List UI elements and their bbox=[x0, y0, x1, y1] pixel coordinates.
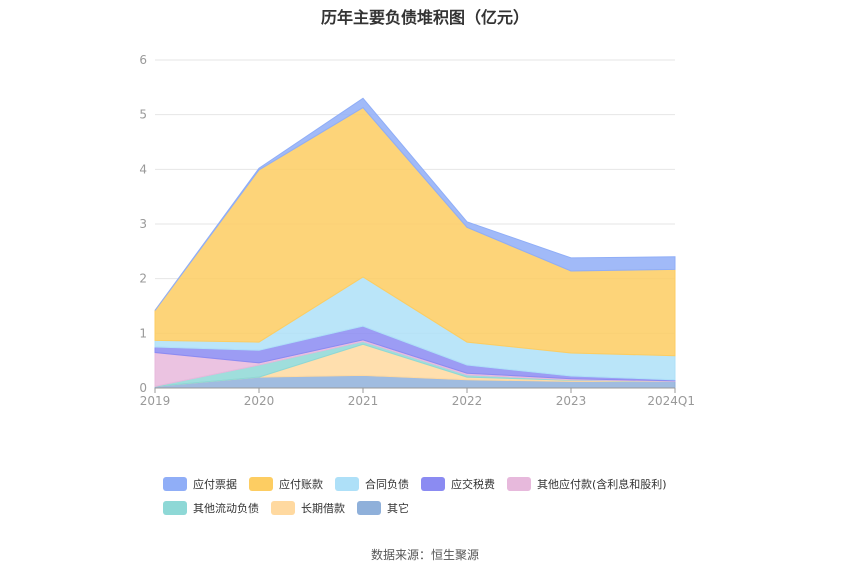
legend-item[interactable]: 其它 bbox=[357, 500, 409, 516]
legend-label: 长期借款 bbox=[301, 502, 345, 515]
data-source: 数据来源：恒生聚源 bbox=[370, 548, 479, 562]
legend-row: 应付票据 应付账款 合同负债 应交税费 其他应付款(含利息和股利) bbox=[163, 472, 763, 496]
y-tick-label: 5 bbox=[139, 108, 147, 122]
chart-legend: 应付票据 应付账款 合同负债 应交税费 其他应付款(含利息和股利) 其他流动负债 长期借款其… bbox=[163, 472, 763, 520]
area-series-7 bbox=[154, 97, 676, 311]
y-tick-label: 0 bbox=[139, 381, 147, 395]
x-tick-label: 2019 bbox=[140, 394, 171, 408]
legend-swatch bbox=[357, 501, 381, 515]
y-tick-label: 6 bbox=[139, 53, 147, 67]
legend-swatch bbox=[507, 477, 531, 491]
y-tick-label: 3 bbox=[139, 217, 147, 231]
legend-label: 应付票据 bbox=[193, 478, 237, 491]
x-tick-label: 2021 bbox=[348, 394, 379, 408]
chart-title: 历年主要负债堆积图（亿元） bbox=[320, 8, 529, 27]
legend-swatch bbox=[249, 477, 273, 491]
legend-label: 合同负债 bbox=[365, 478, 409, 491]
legend-label: 其它 bbox=[387, 502, 409, 515]
x-tick-label: 2020 bbox=[244, 394, 275, 408]
legend-label: 其他流动负债 bbox=[193, 502, 259, 515]
legend-swatch bbox=[335, 477, 359, 491]
legend-item[interactable]: 应付票据 bbox=[163, 476, 237, 492]
legend-item[interactable]: 应付账款 bbox=[249, 476, 323, 492]
y-tick-label: 2 bbox=[139, 272, 147, 286]
y-tick-label: 1 bbox=[139, 326, 147, 340]
legend-item[interactable]: 应交税费 bbox=[421, 476, 495, 492]
legend-swatch bbox=[163, 477, 187, 491]
legend-label: 应付账款 bbox=[279, 478, 323, 491]
x-tick-label: 2023 bbox=[556, 394, 587, 408]
legend-item[interactable]: 其他流动负债 bbox=[163, 500, 259, 516]
legend-swatch bbox=[271, 501, 295, 515]
legend-swatch bbox=[163, 501, 187, 515]
x-tick-label: 2022 bbox=[452, 394, 483, 408]
legend-swatch bbox=[421, 477, 445, 491]
legend-item[interactable]: 长期借款 bbox=[271, 500, 345, 516]
legend-row: 其他流动负债 长期借款 其它 bbox=[163, 496, 763, 520]
legend-label: 应交税费 bbox=[451, 478, 495, 491]
x-tick-label: 2024Q1 bbox=[647, 394, 695, 408]
legend-item[interactable]: 合同负债 bbox=[335, 476, 409, 492]
y-tick-label: 4 bbox=[139, 162, 147, 176]
legend-item[interactable]: 其他应付款(含利息和股利) bbox=[507, 476, 667, 492]
legend-label: 其他应付款(含利息和股利) bbox=[537, 478, 667, 491]
